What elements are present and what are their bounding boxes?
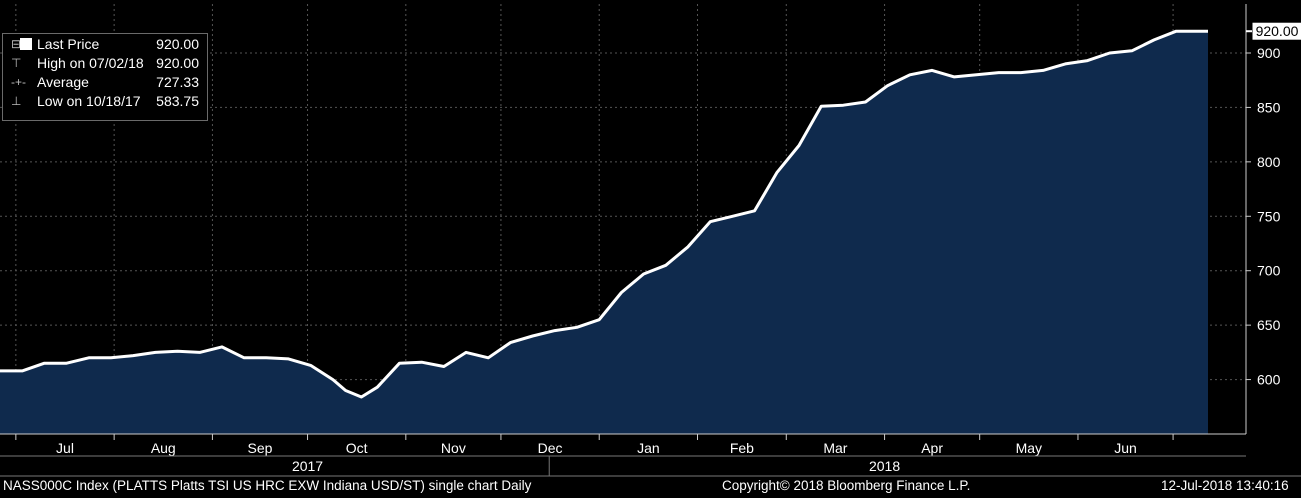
x-tick-label: Aug [151, 440, 176, 456]
legend-label: Last Price [37, 36, 100, 52]
x-tick-label: Feb [730, 440, 754, 456]
y-tick-label: 650 [1257, 317, 1281, 333]
legend-row-low: ⊥ Low on 10/18/17 583.75 [3, 92, 207, 111]
legend-value: 920.00 [156, 55, 199, 71]
legend-row-high: ⊤ High on 07/02/18 920.00 [3, 54, 207, 73]
high-marker-icon: ⊤ [11, 56, 22, 70]
legend-row-last-price: ⊟ Last Price 920.00 [3, 35, 207, 54]
x-tick-label: Jul [56, 440, 74, 456]
x-tick-label: Nov [441, 440, 466, 456]
legend-value: 920.00 [156, 36, 199, 52]
year-label: 2018 [869, 458, 900, 474]
legend-row-average: -+- Average 727.33 [3, 73, 207, 92]
y-tick-label: 900 [1257, 45, 1281, 61]
low-marker-icon: ⊥ [11, 94, 22, 108]
x-tick-label: Apr [921, 440, 943, 456]
y-tick-label: 800 [1257, 154, 1281, 170]
y-tick-label: 850 [1257, 99, 1281, 115]
x-tick-label: Jan [637, 440, 660, 456]
average-marker-icon: -+- [11, 75, 26, 89]
y-tick-label: 700 [1257, 263, 1281, 279]
legend-label: High on 07/02/18 [37, 55, 144, 71]
legend-value: 727.33 [156, 74, 199, 90]
footer-timestamp: 12-Jul-2018 13:40:16 [1161, 478, 1289, 493]
x-tick-label: Sep [248, 440, 273, 456]
series-area [0, 31, 1208, 434]
x-tick-label: Jun [1114, 440, 1137, 456]
last-value-label: 920.00 [1256, 23, 1299, 39]
legend-expand-icon[interactable]: ⊟ [11, 37, 22, 51]
y-tick-label: 750 [1257, 208, 1281, 224]
x-tick-label: Mar [823, 440, 847, 456]
y-tick-label: 600 [1257, 372, 1281, 388]
legend-value: 583.75 [156, 93, 199, 109]
legend-label: Average [37, 74, 89, 90]
series-line [0, 29, 1208, 399]
x-tick-label: May [1016, 440, 1042, 456]
legend-label: Low on 10/18/17 [37, 93, 141, 109]
legend-swatch-icon [20, 38, 32, 50]
x-tick-label: Dec [538, 440, 563, 456]
footer-copyright: Copyright© 2018 Bloomberg Finance L.P. [722, 478, 971, 493]
footer-ticker-text: NASS000C Index (PLATTS Platts TSI US HRC… [3, 478, 532, 493]
year-label: 2017 [292, 458, 323, 474]
chart-legend: ⊟ Last Price 920.00 ⊤ High on 07/02/18 9… [2, 33, 208, 121]
x-tick-label: Oct [346, 440, 368, 456]
